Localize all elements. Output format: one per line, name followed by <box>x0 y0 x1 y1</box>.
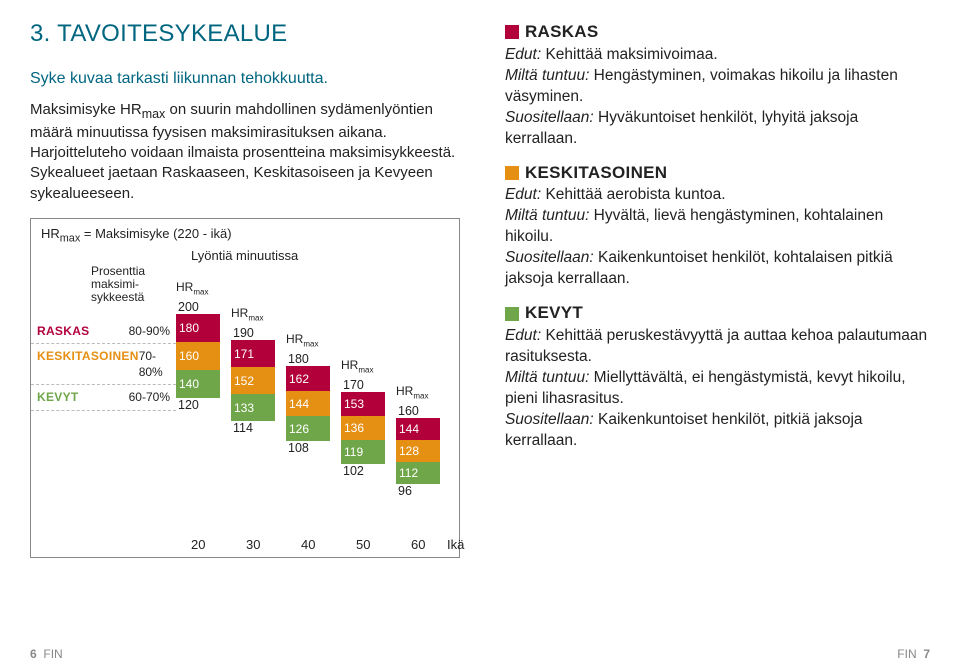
chart-bar-column: HRmax 170 153 136 119 102 <box>341 357 391 479</box>
chart-beats-label: Lyöntiä minuutissa <box>191 247 298 265</box>
chart-seg-keskitasoinen: 160 <box>176 342 220 370</box>
footer-right: FIN 7 <box>897 646 930 662</box>
zone-body: Edut: Kehittää aerobista kuntoa.Miltä tu… <box>505 185 930 290</box>
chart-zone-pct: 80-90% <box>129 323 170 339</box>
chart-seg-keskitasoinen: 128 <box>396 440 440 462</box>
chart-zone-table: RASKAS 80-90% KESKITASOINEN 70-80% KEVYT… <box>31 319 176 411</box>
zone-color-square <box>505 166 519 180</box>
chart-bar-column: HRmax 190 171 152 133 114 <box>231 305 281 436</box>
chart-zone-label: KEVYT <box>37 389 79 405</box>
page-title: 3. TAVOITESYKEALUE <box>30 18 465 50</box>
chart-seg-keskitasoinen: 152 <box>231 367 275 394</box>
chart-zone-row: KEVYT 60-70% <box>31 385 176 410</box>
chart-x-axis: 2030405060Ikä <box>31 533 459 557</box>
chart-seg-kevyt: 140 <box>176 370 220 398</box>
chart-formula: HRmax = Maksimisyke (220 - ikä) <box>41 225 232 246</box>
chart-x-tick: 40 <box>301 536 315 554</box>
zone-color-square <box>505 25 519 39</box>
chart-below-value: 102 <box>341 464 391 478</box>
chart-seg-kevyt: 112 <box>396 462 440 484</box>
chart-x-tick: 20 <box>191 536 205 554</box>
chart-below-value: 96 <box>396 484 446 498</box>
chart-zone-row: RASKAS 80-90% <box>31 319 176 344</box>
chart-zone-label: RASKAS <box>37 323 89 339</box>
chart-below-value: 120 <box>176 398 226 412</box>
zone-body: Edut: Kehittää peruskestävyyttä ja autta… <box>505 326 930 452</box>
hrmax-value: 170 <box>341 378 391 392</box>
chart-zone-pct: 60-70% <box>129 389 170 405</box>
chart-seg-kevyt: 133 <box>231 394 275 421</box>
chart-pct-label: Prosenttiamaksimi-sykkeestä <box>91 265 145 305</box>
chart-bars: HRmax 200 180 160 140 120 HRmax 190 171 … <box>176 269 456 529</box>
chart-bar-column: HRmax 180 162 144 126 108 <box>286 331 336 456</box>
chart-seg-keskitasoinen: 136 <box>341 416 385 440</box>
zone-name: RASKAS <box>525 21 599 44</box>
hrmax-value: 190 <box>231 326 281 340</box>
zone-descriptions: RASKAS Edut: Kehittää maksimivoimaa.Milt… <box>505 18 930 558</box>
chart-seg-raskas: 144 <box>396 418 440 440</box>
footer-left: 6 FIN <box>30 646 63 662</box>
zone-heading: RASKAS <box>505 21 930 44</box>
chart-seg-keskitasoinen: 144 <box>286 391 330 416</box>
zone-heading: KEVYT <box>505 302 930 325</box>
hrmax-value: 160 <box>396 404 446 418</box>
chart-bar-column: HRmax 200 180 160 140 120 <box>176 279 226 413</box>
hrmax-value: 180 <box>286 352 336 366</box>
chart-zone-label: KESKITASOINEN <box>37 348 139 380</box>
zone-name: KESKITASOINEN <box>525 162 667 185</box>
hrmax-label: HRmax <box>396 383 446 402</box>
hrmax-value: 200 <box>176 300 226 314</box>
chart-below-value: 108 <box>286 441 336 455</box>
hrmax-label: HRmax <box>341 357 391 376</box>
chart-bar-column: HRmax 160 144 128 112 96 <box>396 383 446 499</box>
chart-seg-raskas: 171 <box>231 340 275 367</box>
hrmax-label: HRmax <box>286 331 336 350</box>
chart-x-tick: Ikä <box>447 536 464 554</box>
chart-seg-raskas: 180 <box>176 314 220 342</box>
chart-x-tick: 50 <box>356 536 370 554</box>
chart-seg-kevyt: 119 <box>341 440 385 464</box>
chart-zone-row: KESKITASOINEN 70-80% <box>31 344 176 385</box>
zone-heading: KESKITASOINEN <box>505 162 930 185</box>
chart-seg-raskas: 162 <box>286 366 330 391</box>
zone-name: KEVYT <box>525 302 583 325</box>
intro-text: Syke kuvaa tarkasti liikunnan tehokkuutt… <box>30 68 465 90</box>
hrmax-label: HRmax <box>231 305 281 324</box>
chart-x-tick: 30 <box>246 536 260 554</box>
chart-seg-kevyt: 126 <box>286 416 330 441</box>
zone-body: Edut: Kehittää maksimivoimaa.Miltä tuntu… <box>505 45 930 150</box>
chart-zone-pct: 70-80% <box>139 348 170 380</box>
chart-x-tick: 60 <box>411 536 425 554</box>
hr-chart: HRmax = Maksimisyke (220 - ikä) Lyöntiä … <box>30 218 460 558</box>
paragraph: Maksimisyke HRmax on suurin mahdollinen … <box>30 100 465 204</box>
zone-color-square <box>505 307 519 321</box>
hrmax-label: HRmax <box>176 279 226 298</box>
chart-below-value: 114 <box>231 421 281 435</box>
chart-seg-raskas: 153 <box>341 392 385 416</box>
